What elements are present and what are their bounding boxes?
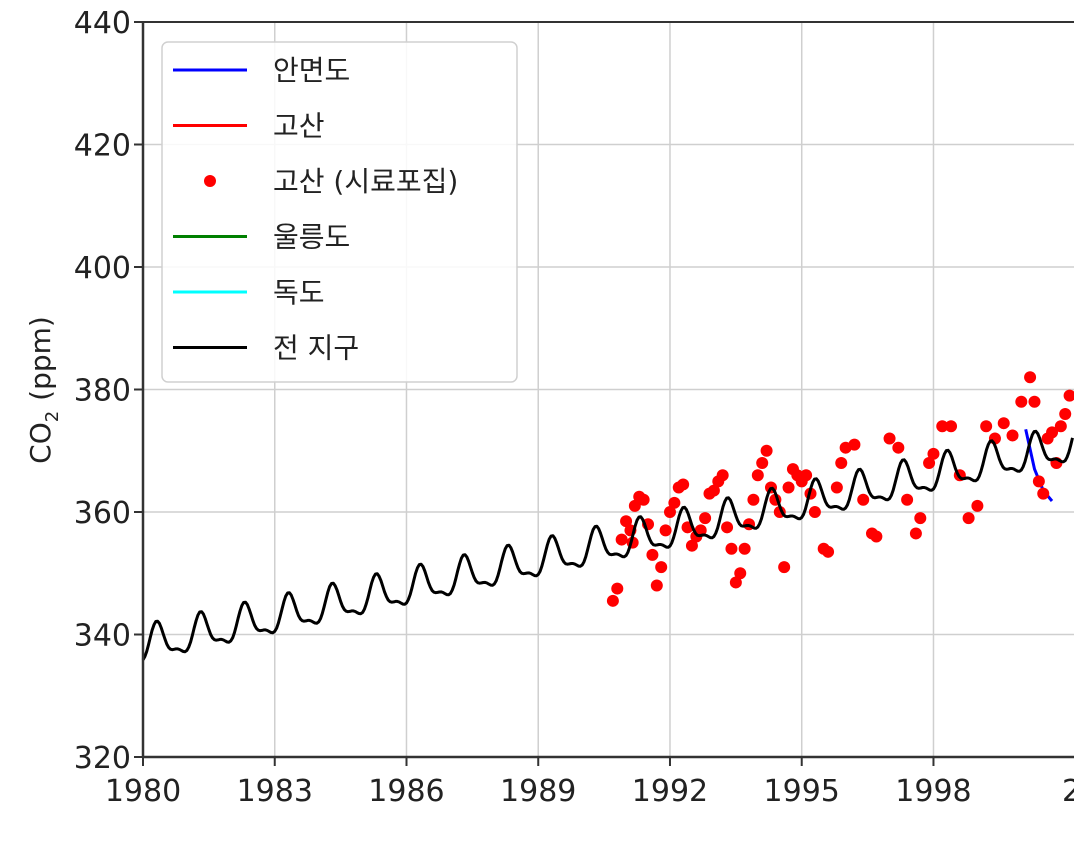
data-point: [870, 530, 883, 543]
data-point: [1024, 371, 1037, 384]
y-tick-label: 380: [74, 374, 131, 409]
data-point: [909, 527, 922, 540]
data-point: [760, 444, 773, 457]
data-point: [945, 420, 958, 433]
data-point: [1059, 408, 1072, 420]
y-ticks: 320 340 360 380 400 420 440: [74, 6, 143, 776]
x-tick-label-partial: 2: [1062, 774, 1074, 809]
data-point: [628, 499, 641, 512]
data-point: [725, 542, 738, 555]
data-point: [927, 447, 940, 460]
data-point: [778, 561, 791, 574]
y-axis-label: CO2 (ppm): [24, 316, 63, 464]
data-point: [637, 493, 650, 506]
data-point: [694, 524, 707, 537]
data-point: [1054, 420, 1067, 433]
x-tick-label: 1998: [895, 774, 971, 809]
data-point: [734, 567, 747, 580]
y-axis-label-sub: 2: [42, 411, 63, 422]
legend-box: [161, 41, 518, 383]
x-ticks: 1980 1983 1986 1989 1992 1995 1998 2: [105, 757, 1074, 809]
y-tick-label: 440: [74, 6, 131, 41]
data-point: [716, 469, 729, 482]
data-point: [883, 432, 896, 445]
data-point: [1028, 395, 1041, 408]
data-point: [830, 481, 843, 494]
legend-label: 안면도: [273, 54, 350, 87]
legend-label: 고산 (시료포집): [273, 165, 458, 198]
data-point: [611, 582, 624, 595]
data-point: [1015, 395, 1028, 408]
data-point: [848, 438, 861, 451]
legend-label: 울릉도: [273, 221, 350, 254]
y-tick-label: 400: [74, 251, 131, 286]
data-point: [747, 493, 760, 506]
data-point: [857, 493, 870, 506]
y-tick-label: 320: [74, 741, 131, 776]
legend-label: 전 지구: [273, 332, 359, 365]
data-point: [646, 548, 659, 561]
data-point: [668, 496, 681, 509]
data-point: [729, 576, 742, 589]
data-point: [655, 561, 668, 574]
data-point: [1046, 426, 1059, 439]
data-point: [980, 420, 993, 433]
series-line-global: [141, 429, 1074, 661]
data-point: [721, 521, 734, 534]
data-point: [800, 469, 813, 482]
data-point: [901, 493, 914, 506]
x-tick-label: 1995: [764, 774, 840, 809]
data-point: [923, 457, 936, 469]
data-point: [663, 506, 676, 518]
data-point: [782, 481, 795, 494]
data-point: [1006, 429, 1019, 442]
data-point: [1037, 487, 1050, 500]
y-axis-label-main: CO: [24, 422, 57, 464]
data-point: [756, 457, 769, 469]
data-point: [835, 457, 848, 469]
data-point: [650, 579, 663, 592]
y-axis-label-unit: (ppm): [24, 316, 57, 401]
data-point: [606, 594, 619, 607]
data-point: [615, 533, 628, 546]
y-tick-label: 360: [74, 496, 131, 531]
legend-marker: [204, 175, 216, 187]
data-point: [997, 417, 1010, 430]
x-tick-label: 1986: [368, 774, 444, 809]
data-point: [751, 469, 764, 482]
x-tick-label: 1983: [237, 774, 313, 809]
data-point: [971, 499, 984, 512]
data-point: [1063, 389, 1074, 402]
y-tick-label: 340: [74, 619, 131, 654]
data-point: [962, 512, 975, 525]
data-point: [620, 515, 633, 528]
data-point: [707, 484, 720, 497]
data-point: [936, 420, 949, 433]
data-point: [699, 512, 712, 525]
legend-label: 고산: [273, 110, 325, 143]
data-point: [914, 512, 927, 525]
series-layer: [141, 371, 1074, 661]
legend-label: 독도: [273, 276, 325, 309]
data-point: [659, 524, 672, 537]
data-point: [738, 542, 751, 555]
data-point: [808, 506, 821, 518]
data-point: [685, 539, 698, 552]
data-point: [1032, 475, 1045, 488]
x-tick-label: 1980: [105, 774, 181, 809]
x-tick-label: 1992: [632, 774, 708, 809]
data-point: [892, 441, 905, 454]
y-tick-label: 420: [74, 129, 131, 164]
data-point: [822, 545, 835, 558]
x-tick-label: 1989: [500, 774, 576, 809]
data-point: [677, 478, 690, 491]
